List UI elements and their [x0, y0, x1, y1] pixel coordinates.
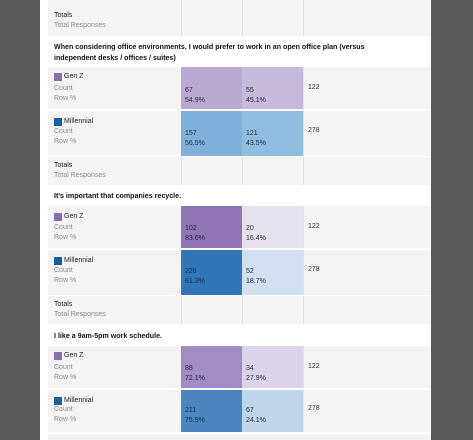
count-label: Count	[54, 267, 73, 274]
pct-cell: 56.5%	[185, 140, 205, 147]
pct-cell: 27.9%	[246, 375, 266, 382]
count-cell: 55	[246, 87, 254, 94]
count-cell: 121	[246, 130, 258, 137]
totals-row: Totals Total Responses	[48, 157, 431, 185]
question-title: It's important that companies recycle.	[54, 192, 182, 200]
row-total: 278	[308, 127, 320, 134]
count-cell: 67	[246, 407, 254, 414]
count-cell: 88	[185, 365, 193, 372]
totals-label: Totals	[54, 301, 73, 308]
count-cell: 226	[185, 268, 197, 275]
row-total: 278	[308, 266, 320, 273]
pct-cell: 81.3%	[185, 278, 205, 285]
pct-cell: 43.5%	[246, 140, 266, 147]
group-label: Millennial	[54, 116, 93, 127]
group-label: Gen Z	[54, 71, 83, 82]
group-label: Gen Z	[54, 350, 83, 361]
question-title: When considering office environments, I …	[54, 43, 365, 62]
row-total: 122	[308, 363, 320, 370]
table-row-gen-z: 102 83.6% 20 16.4% Gen Z Count Row % 122	[48, 206, 431, 248]
count-label: Count	[54, 85, 73, 92]
totals-row: Totals Total Responses	[48, 296, 431, 324]
count-label: Count	[54, 224, 73, 231]
millennial-swatch-icon	[54, 117, 62, 126]
count-cell: 67	[185, 87, 193, 94]
gen-z-swatch-icon	[54, 212, 62, 221]
pct-cell: 72.1%	[185, 375, 205, 382]
row-total: 278	[308, 405, 320, 412]
count-label: Count	[54, 128, 73, 135]
group-label: Millennial	[54, 395, 93, 406]
row-pct-label: Row %	[54, 138, 77, 145]
count-cell: 157	[185, 130, 197, 137]
millennial-swatch-icon	[54, 256, 62, 265]
pct-cell: 16.4%	[246, 235, 266, 242]
pct-cell: 75.9%	[185, 417, 205, 424]
table-row-gen-z: 67 54.9% 55 45.1% Gen Z Count Row % 122	[48, 67, 431, 109]
gen-z-swatch-icon	[54, 72, 62, 81]
count-cell: 102	[185, 225, 197, 232]
group-label: Millennial	[54, 255, 93, 266]
millennial-swatch-icon	[54, 396, 62, 405]
table-row-gen-z: 88 72.1% 34 27.9% Gen Z Count Row % 122	[48, 346, 431, 388]
row-total: 122	[308, 84, 320, 91]
totals-label: Totals	[54, 162, 73, 169]
count-label: Count	[54, 364, 73, 371]
pct-cell: 83.6%	[185, 235, 205, 242]
count-label: Count	[54, 406, 73, 413]
table-row-millennial: 211 75.9% 67 24.1% Millennial Count Row …	[48, 390, 431, 432]
gen-z-swatch-icon	[54, 351, 62, 360]
count-cell: 34	[246, 365, 254, 372]
row-pct-label: Row %	[54, 277, 77, 284]
row-pct-label: Row %	[54, 234, 77, 241]
group-label: Gen Z	[54, 211, 83, 222]
total-responses-label: Total Responses	[54, 311, 106, 318]
total-responses-label: Total Responses	[54, 172, 106, 179]
pct-cell: 54.9%	[185, 97, 205, 104]
totals-label: Totals	[54, 12, 73, 19]
count-cell: 211	[185, 407, 197, 414]
count-cell: 52	[246, 268, 254, 275]
row-total: 122	[308, 223, 320, 230]
table-row-millennial: 226 81.3% 52 18.7% Millennial Count Row …	[48, 250, 431, 295]
count-cell: 20	[246, 225, 254, 232]
row-pct-label: Row %	[54, 416, 77, 423]
pct-cell: 45.1%	[246, 97, 266, 104]
totals-row: Totals Total Responses	[48, 0, 431, 36]
table-row-millennial: 157 56.5% 121 43.5% Millennial Count Row…	[48, 111, 431, 156]
report-page: Totals Total Responses When considering …	[40, 0, 431, 440]
question-title: I like a 9am-5pm work schedule.	[54, 332, 163, 340]
row-pct-label: Row %	[54, 95, 77, 102]
pct-cell: 24.1%	[246, 417, 266, 424]
row-pct-label: Row %	[54, 374, 77, 381]
totals-row	[48, 434, 431, 440]
total-responses-label: Total Responses	[54, 22, 106, 29]
pct-cell: 18.7%	[246, 278, 266, 285]
